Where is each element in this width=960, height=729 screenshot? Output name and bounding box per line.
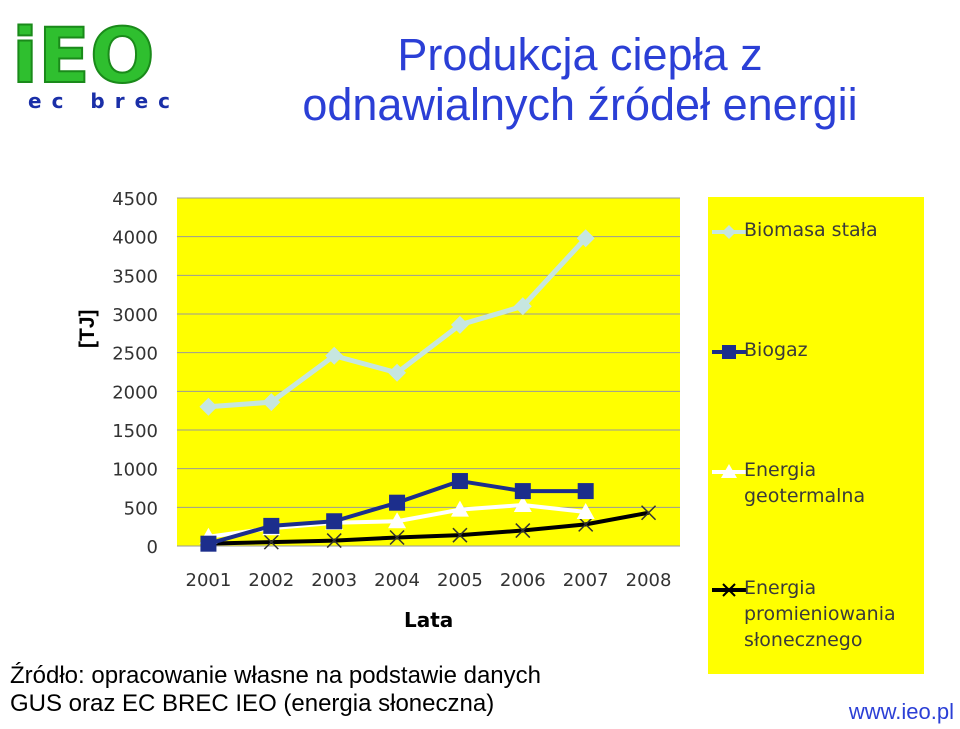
y-axis-label: [TJ] — [76, 309, 99, 349]
legend-label-solar: Energia promieniowania słonecznego — [744, 577, 896, 651]
x-axis-label: Lata — [404, 608, 454, 632]
data-point — [450, 500, 469, 517]
legend-label-geo: Energia geotermalna — [744, 459, 866, 507]
data-point — [199, 397, 218, 416]
x-tick-label: 2004 — [374, 570, 420, 591]
x-tick-label: 2001 — [186, 570, 232, 591]
data-point — [451, 473, 468, 490]
y-tick-label: 4000 — [112, 228, 158, 249]
data-point — [452, 527, 468, 543]
title-line-2: odnawialnych źródeł energii — [302, 79, 858, 130]
y-tick-label: 1000 — [112, 460, 158, 481]
data-point — [450, 315, 469, 334]
data-point — [325, 346, 344, 365]
data-point — [263, 517, 280, 534]
data-point — [576, 502, 595, 519]
legend-square-icon — [712, 345, 746, 359]
data-point — [389, 529, 405, 546]
data-point — [513, 297, 532, 316]
ieo-logo: iEO ec brec — [8, 8, 198, 113]
data-point — [200, 535, 217, 552]
y-tick-label: 3500 — [112, 266, 158, 287]
data-point — [578, 516, 594, 532]
legend-label-biogaz: Biogaz — [744, 339, 808, 361]
data-point — [263, 534, 279, 550]
data-point — [641, 505, 657, 521]
series-line-4 — [208, 510, 649, 546]
legend-label-biomasa: Biomasa stała — [744, 219, 878, 241]
legend-x-icon — [712, 583, 746, 597]
y-tick-label: 500 — [124, 498, 158, 519]
data-point — [388, 512, 407, 529]
data-point — [515, 523, 531, 539]
title-line-1: Produkcja ciepła z — [397, 29, 763, 80]
data-point — [262, 393, 281, 412]
website-link[interactable]: www.ieo.pl — [848, 699, 954, 724]
y-tick-label: 2500 — [112, 344, 158, 365]
data-point — [513, 496, 532, 513]
y-tick-label: 4500 — [112, 189, 158, 210]
y-tick-label: 3000 — [112, 305, 158, 326]
page-title: Produkcja ciepła z odnawialnych źródeł e… — [210, 30, 950, 130]
data-point — [389, 494, 406, 511]
x-tick-label: 2007 — [563, 570, 609, 591]
x-tick-label: 2006 — [500, 570, 546, 591]
y-tick-label: 2000 — [112, 382, 158, 403]
data-point — [514, 483, 531, 500]
source-note: Źródło: opracowanie własne na podstawie … — [10, 662, 541, 717]
data-point — [326, 513, 343, 530]
x-tick-label: 2003 — [311, 570, 357, 591]
x-tick-label: 2008 — [626, 570, 672, 591]
svg-text:ec brec: ec brec — [28, 89, 180, 113]
chart-legend: Biomasa stała Biogaz Energia geotermalna… — [708, 197, 924, 674]
data-point — [576, 229, 595, 248]
legend-triangle-icon — [712, 464, 746, 478]
data-point — [577, 483, 594, 500]
data-point — [388, 363, 407, 382]
data-point — [326, 533, 342, 549]
y-tick-label: 1500 — [112, 421, 158, 442]
svg-text:iEO: iEO — [12, 11, 155, 100]
plot-area — [177, 198, 680, 546]
y-tick-label: 0 — [147, 537, 158, 558]
x-tick-label: 2002 — [248, 570, 294, 591]
legend-diamond-icon — [712, 225, 746, 239]
ieo-logo-graphic: iEO ec brec — [11, 10, 180, 113]
x-tick-label: 2005 — [437, 570, 483, 591]
